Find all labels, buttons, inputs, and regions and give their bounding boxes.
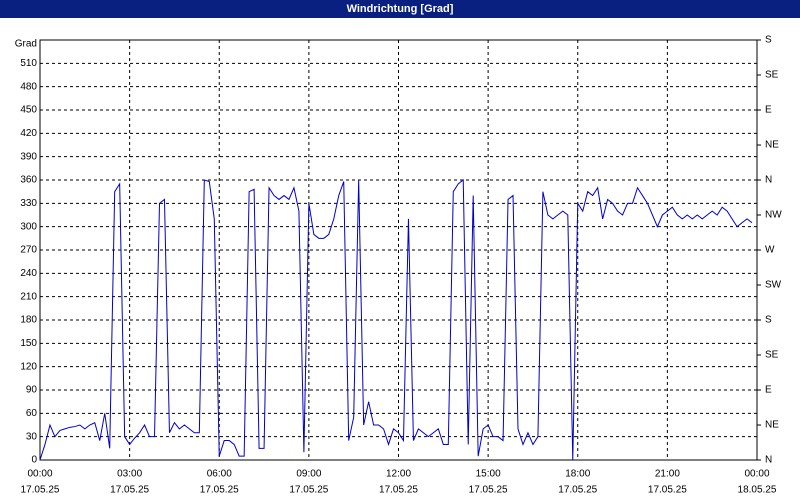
x-tick-date: 17.05.25	[558, 485, 597, 496]
x-tick-label: 00:00	[27, 469, 52, 480]
y-tick-label: 510	[20, 58, 37, 69]
y-tick-label: 60	[26, 408, 38, 419]
y2-tick-label: N	[765, 455, 772, 466]
y-tick-label: 450	[20, 105, 37, 116]
x-tick-label: 03:00	[117, 469, 142, 480]
x-tick-label: 06:00	[207, 469, 232, 480]
y-tick-label: 90	[26, 385, 38, 396]
y-tick-label: 300	[20, 221, 37, 232]
y-tick-label: 150	[20, 338, 37, 349]
y-axis-label: Grad	[15, 39, 37, 50]
x-tick-label: 18:00	[565, 469, 590, 480]
x-tick-date: 17.05.25	[110, 485, 149, 496]
y2-tick-label: E	[765, 385, 772, 396]
y2-tick-label: S	[765, 315, 772, 326]
x-tick-label: 00:00	[744, 469, 769, 480]
x-tick-date: 17.05.25	[648, 485, 687, 496]
y-tick-label: 120	[20, 361, 37, 372]
y2-tick-label: N	[765, 175, 772, 186]
x-tick-date: 17.05.25	[289, 485, 328, 496]
y-tick-label: 420	[20, 128, 37, 139]
x-tick-label: 09:00	[296, 469, 321, 480]
y2-tick-label: SW	[765, 280, 782, 291]
x-tick-label: 15:00	[476, 469, 501, 480]
x-tick-date: 17.05.25	[21, 485, 60, 496]
plot-frame	[39, 39, 758, 461]
x-tick-date: 17.05.25	[379, 485, 418, 496]
chart-title: Windrichtung [Grad]	[347, 3, 454, 15]
data-line	[39, 178, 753, 461]
y-tick-label: 0	[31, 455, 37, 466]
y2-tick-label: W	[765, 245, 775, 256]
y-tick-label: 30	[26, 431, 38, 442]
title-bar	[0, 0, 800, 18]
x-tick-date: 17.05.25	[200, 485, 239, 496]
y-tick-label: 210	[20, 291, 37, 302]
y2-tick-label: S	[765, 35, 772, 46]
y2-tick-label: NW	[765, 210, 782, 221]
y-tick-label: 390	[20, 151, 37, 162]
x-tick-date: 17.05.25	[469, 485, 508, 496]
x-tick-label: 12:00	[386, 469, 411, 480]
y2-tick-label: NE	[765, 420, 779, 431]
y2-tick-label: E	[765, 105, 772, 116]
y2-tick-label: SE	[765, 350, 779, 361]
y-tick-label: 240	[20, 268, 37, 279]
y2-tick-label: SE	[765, 70, 779, 81]
x-tick-date: 18.05.25	[738, 485, 777, 496]
x-tick-label: 21:00	[655, 469, 680, 480]
y-tick-label: 180	[20, 315, 37, 326]
y-tick-label: 270	[20, 245, 37, 256]
y-tick-label: 360	[20, 175, 37, 186]
y2-tick-label: NE	[765, 140, 779, 151]
y-tick-label: 480	[20, 81, 37, 92]
y-tick-label: 330	[20, 198, 37, 209]
